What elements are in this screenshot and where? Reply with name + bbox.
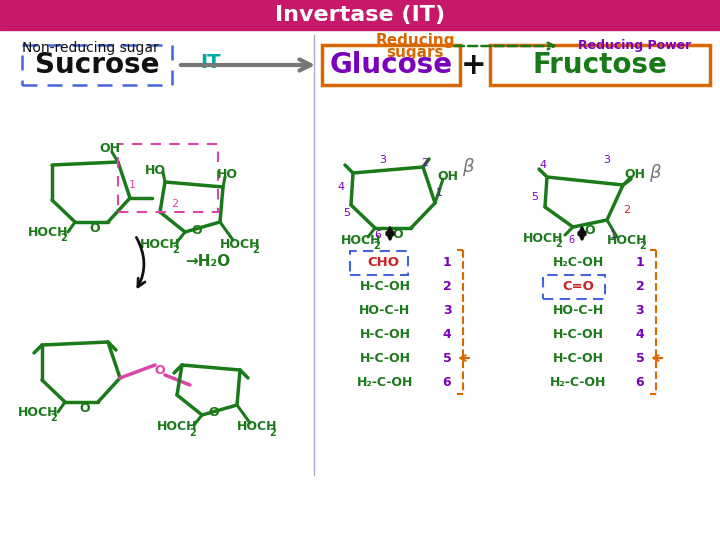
- Text: 1: 1: [436, 188, 443, 198]
- Text: 6: 6: [443, 375, 451, 388]
- Text: 2: 2: [636, 280, 644, 293]
- Text: HO: HO: [217, 167, 238, 180]
- Text: H-C-OH: H-C-OH: [552, 352, 603, 365]
- Text: 2: 2: [172, 245, 179, 255]
- Text: 3: 3: [379, 155, 387, 165]
- Text: 4: 4: [539, 160, 546, 170]
- Text: HOCH: HOCH: [157, 421, 197, 434]
- Text: Sucrose: Sucrose: [35, 51, 159, 79]
- Text: 2: 2: [555, 239, 562, 249]
- Text: Glucose: Glucose: [330, 51, 453, 79]
- Text: 2: 2: [252, 245, 258, 255]
- Text: sugars: sugars: [386, 44, 444, 59]
- Text: H₂C-OH: H₂C-OH: [552, 255, 603, 268]
- Text: C=O: C=O: [562, 280, 594, 293]
- Bar: [0, 0, 720, 30]
- Text: Invertase (IT): Invertase (IT): [275, 5, 445, 25]
- Text: IT: IT: [199, 53, 220, 72]
- Text: 5: 5: [636, 352, 644, 365]
- Text: 2: 2: [421, 158, 428, 168]
- Text: O: O: [209, 407, 220, 420]
- Text: 1: 1: [443, 255, 451, 268]
- Text: 2: 2: [373, 241, 379, 251]
- Text: →H₂O: →H₂O: [185, 254, 230, 269]
- Bar: [118, 144, 218, 212]
- Text: HOCH: HOCH: [237, 421, 277, 434]
- Text: HOCH: HOCH: [523, 232, 564, 245]
- Text: HOCH: HOCH: [28, 226, 68, 239]
- Text: O: O: [192, 224, 202, 237]
- Text: 3: 3: [636, 303, 644, 316]
- Text: 5: 5: [443, 352, 451, 365]
- Text: H-C-OH: H-C-OH: [359, 352, 410, 365]
- Text: β: β: [649, 164, 661, 182]
- Text: 2: 2: [269, 428, 276, 438]
- Text: 2: 2: [639, 241, 646, 251]
- Text: Fructose: Fructose: [533, 51, 667, 79]
- Bar: [543, 275, 605, 299]
- Text: 6: 6: [636, 375, 644, 388]
- Text: 6: 6: [374, 230, 382, 240]
- Text: HO-C-H: HO-C-H: [359, 303, 410, 316]
- Text: 4: 4: [338, 182, 345, 192]
- Text: H₂-C-OH: H₂-C-OH: [550, 375, 606, 388]
- Bar: [350, 251, 408, 275]
- Text: OH: OH: [99, 141, 120, 154]
- Text: HO-C-H: HO-C-H: [552, 303, 603, 316]
- Text: O: O: [90, 221, 100, 234]
- Text: Reducing: Reducing: [375, 32, 455, 48]
- Text: 2: 2: [443, 280, 451, 293]
- Text: HOCH: HOCH: [220, 238, 261, 251]
- Text: HOCH: HOCH: [140, 238, 181, 251]
- Text: β: β: [462, 158, 474, 176]
- Text: H-C-OH: H-C-OH: [359, 280, 410, 293]
- Text: OH: OH: [438, 171, 459, 184]
- Text: 1: 1: [128, 180, 135, 190]
- Bar: [490, 45, 710, 85]
- Text: 4: 4: [443, 327, 451, 341]
- Text: +: +: [462, 51, 487, 79]
- Text: 2: 2: [171, 199, 179, 209]
- Text: 2: 2: [189, 428, 196, 438]
- Text: 3: 3: [603, 155, 611, 165]
- Text: 4: 4: [636, 327, 644, 341]
- Text: HOCH: HOCH: [341, 233, 382, 246]
- Text: HO: HO: [145, 164, 166, 177]
- Bar: [322, 45, 460, 85]
- Text: 6: 6: [568, 235, 574, 245]
- Bar: [22, 45, 172, 85]
- Text: 2: 2: [624, 205, 631, 215]
- Text: 2: 2: [50, 413, 57, 423]
- Text: H-C-OH: H-C-OH: [359, 327, 410, 341]
- Text: 1: 1: [610, 230, 616, 240]
- Text: Non-reducing sugar: Non-reducing sugar: [22, 41, 158, 55]
- Text: CHO: CHO: [367, 255, 399, 268]
- Text: HOCH: HOCH: [607, 233, 647, 246]
- Text: 2: 2: [60, 233, 67, 243]
- Text: O: O: [392, 227, 403, 240]
- Text: O: O: [80, 402, 90, 415]
- Text: H₂-C-OH: H₂-C-OH: [357, 375, 413, 388]
- Text: O: O: [155, 363, 166, 376]
- Text: HOCH: HOCH: [18, 406, 58, 419]
- Text: O: O: [585, 225, 595, 238]
- Text: H-C-OH: H-C-OH: [552, 327, 603, 341]
- Text: 5: 5: [531, 192, 539, 202]
- Text: 5: 5: [343, 208, 351, 218]
- Text: 1: 1: [636, 255, 644, 268]
- Text: Reducing Power: Reducing Power: [578, 39, 692, 52]
- Text: OH: OH: [624, 168, 646, 181]
- Text: 3: 3: [443, 303, 451, 316]
